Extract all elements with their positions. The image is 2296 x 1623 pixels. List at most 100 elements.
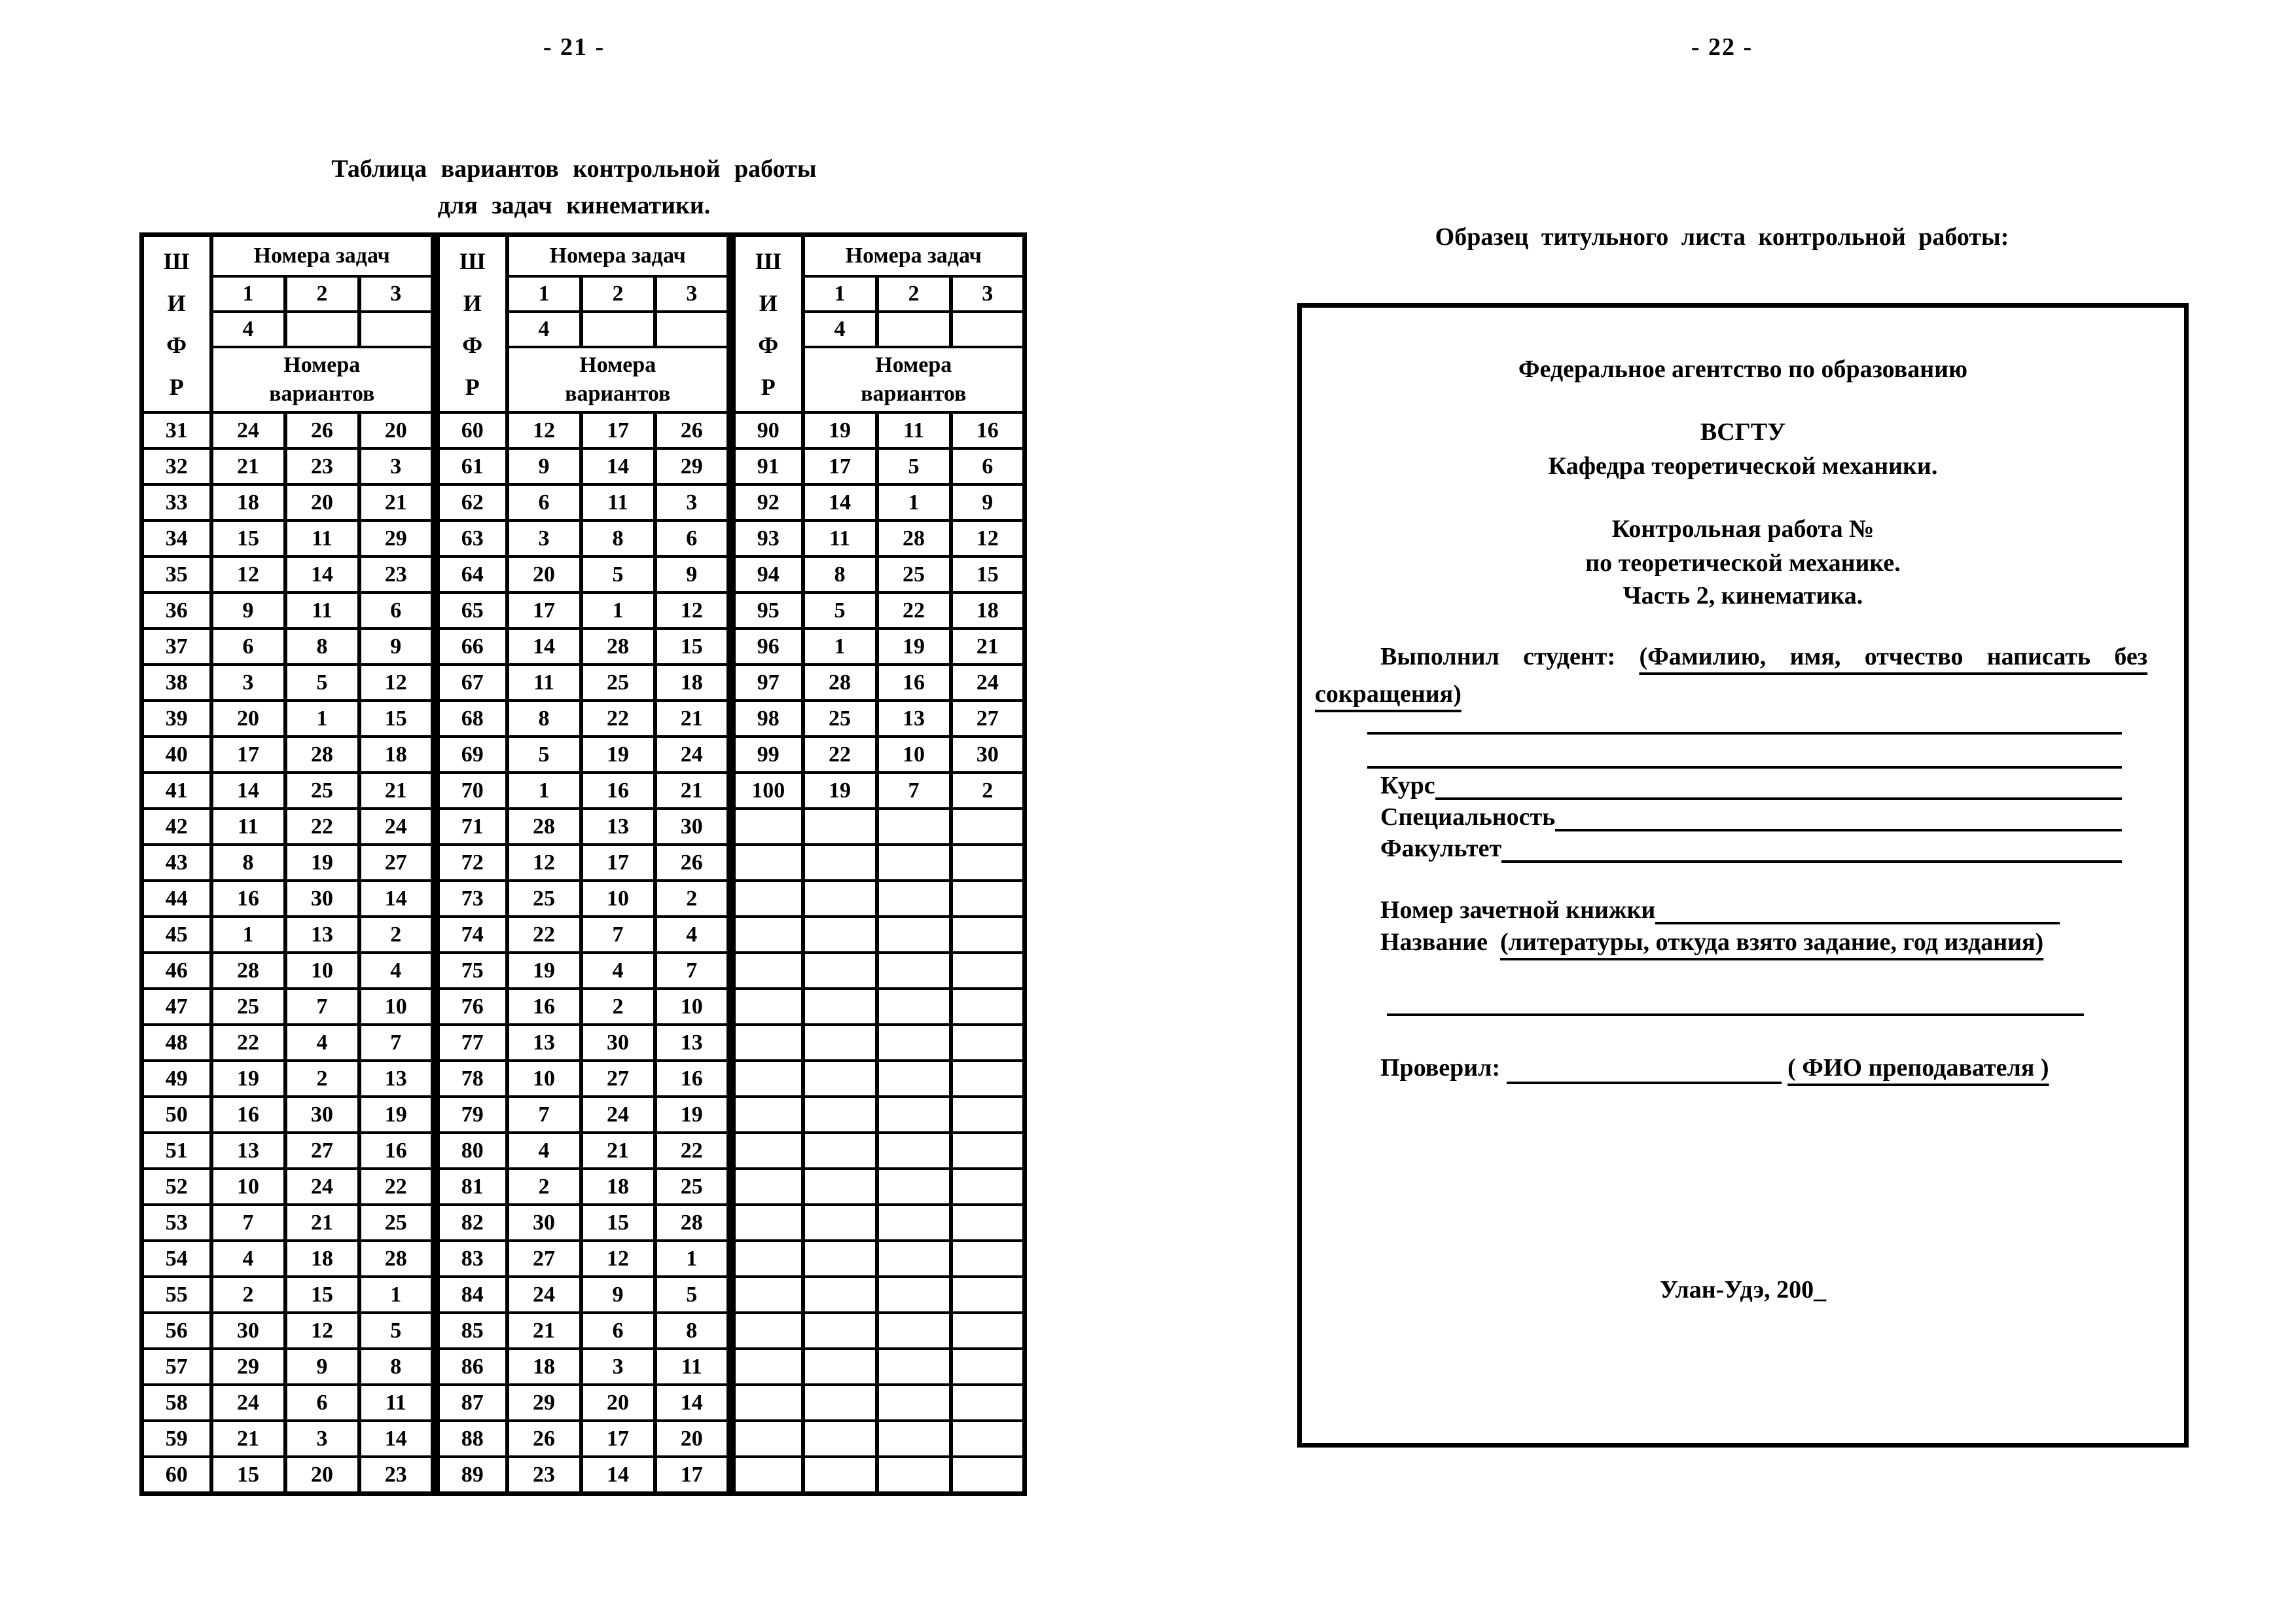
page-22: - 22 - Образец титульного листа контроль… xyxy=(1148,0,2296,1623)
variant-cell: 13 xyxy=(357,1059,435,1098)
variant-cell xyxy=(800,1383,879,1422)
variants-header-line1: Номера xyxy=(579,353,656,377)
variant-cell xyxy=(800,1131,879,1170)
table-row xyxy=(731,1419,1027,1458)
shifr-cell: 35 xyxy=(139,555,213,594)
table-row: 55 2 15 1 xyxy=(139,1275,435,1314)
variant-cell: 17 xyxy=(579,411,657,450)
table-row: 91 17 5 6 xyxy=(731,447,1027,486)
table-row: 85 21 6 8 xyxy=(435,1311,731,1350)
variant-cell xyxy=(874,1419,953,1458)
shifr-cell: 61 xyxy=(435,447,509,486)
table-row: 69 5 19 24 xyxy=(435,735,731,774)
variant-cell xyxy=(800,1455,879,1495)
variant-cell: 7 xyxy=(579,915,657,954)
variants-header-line2: вариантов xyxy=(269,382,375,406)
variant-cell: 17 xyxy=(505,591,583,630)
variant-cell: 20 xyxy=(357,411,435,450)
shifr-cell: 95 xyxy=(731,591,805,630)
table-row: 39 20 1 15 xyxy=(139,699,435,738)
page-21-number: - 21 - xyxy=(543,33,605,61)
variant-cell: 12 xyxy=(357,663,435,702)
variant-cell: 11 xyxy=(653,1347,731,1386)
shifr-cell: 56 xyxy=(139,1311,213,1350)
shifr-cell: 80 xyxy=(435,1131,509,1170)
variant-cell xyxy=(874,1059,953,1098)
variant-cell: 6 xyxy=(579,1311,657,1350)
task-number-3: 3 xyxy=(948,275,1027,313)
shifr-letter: И xyxy=(759,290,778,316)
variant-cell: 19 xyxy=(283,843,361,882)
variant-cell: 1 xyxy=(505,771,583,810)
shifr-cell: 99 xyxy=(731,735,805,774)
variant-cell xyxy=(948,1095,1027,1134)
shifr-cell: 74 xyxy=(435,915,509,954)
variant-cell: 27 xyxy=(579,1059,657,1098)
task-number-3: 3 xyxy=(653,275,731,313)
variant-cell: 17 xyxy=(579,843,657,882)
variant-cell: 13 xyxy=(874,699,953,738)
speciality-field: Специальность xyxy=(1380,801,2122,834)
variant-cell: 30 xyxy=(283,1095,361,1134)
variant-cell: 3 xyxy=(579,1347,657,1386)
shifr-cell: 83 xyxy=(435,1239,509,1278)
empty-header-cell xyxy=(948,310,1027,348)
variant-cell xyxy=(800,1347,879,1386)
variant-cell: 2 xyxy=(579,987,657,1026)
student-hint-2: сокращения) xyxy=(1315,680,1462,708)
table-title-line1: Таблица вариантов контрольной работы xyxy=(331,155,817,183)
variant-cell xyxy=(874,1023,953,1062)
agency-line: Федеральное агентство по образованию xyxy=(1518,356,1968,383)
variant-cell: 10 xyxy=(874,735,953,774)
variant-cell: 12 xyxy=(653,591,731,630)
variant-cell: 21 xyxy=(579,1131,657,1170)
variant-cell: 3 xyxy=(357,447,435,486)
table-row: 52 10 24 22 xyxy=(139,1167,435,1206)
table-row: 95 5 22 18 xyxy=(731,591,1027,630)
variant-cell: 25 xyxy=(874,555,953,594)
variant-cell xyxy=(948,1167,1027,1206)
variant-cell: 9 xyxy=(283,1347,361,1386)
variant-cell: 18 xyxy=(357,735,435,774)
variant-cell: 5 xyxy=(653,1275,731,1314)
variant-cell xyxy=(874,951,953,990)
variant-cell: 26 xyxy=(653,411,731,450)
variant-cell: 1 xyxy=(874,483,953,522)
shifr-cell xyxy=(731,1023,805,1062)
shifr-cell: 43 xyxy=(139,843,213,882)
table-row: 70 1 16 21 xyxy=(435,771,731,810)
variant-cell: 11 xyxy=(209,807,287,846)
variant-cell: 5 xyxy=(800,591,879,630)
variant-cell: 13 xyxy=(283,915,361,954)
variant-cell: 12 xyxy=(209,555,287,594)
variant-cell xyxy=(874,1275,953,1314)
variant-cell xyxy=(948,915,1027,954)
variant-cell: 15 xyxy=(209,1455,287,1495)
page-21: - 21 - Таблица вариантов контрольной раб… xyxy=(139,33,1027,1496)
variant-cell: 16 xyxy=(357,1131,435,1170)
shifr-cell: 36 xyxy=(139,591,213,630)
work-subject-line: по теоретической механике. xyxy=(1585,549,1901,577)
variant-cell: 30 xyxy=(579,1023,657,1062)
shifr-letter: Ш xyxy=(163,248,190,274)
table-row: 64 20 5 9 xyxy=(435,555,731,594)
shifr-cell: 58 xyxy=(139,1383,213,1422)
shifr-cell xyxy=(731,1167,805,1206)
variant-cell: 6 xyxy=(357,591,435,630)
variants-header-line1: Номера xyxy=(283,353,361,377)
variant-cell: 24 xyxy=(653,735,731,774)
variant-cell: 11 xyxy=(800,519,879,558)
shifr-cell: 47 xyxy=(139,987,213,1026)
variant-cell: 24 xyxy=(209,411,287,450)
variant-cell: 14 xyxy=(653,1383,731,1422)
variant-cell: 29 xyxy=(357,519,435,558)
table-row: 63 3 8 6 xyxy=(435,519,731,558)
variant-cell: 13 xyxy=(653,1023,731,1062)
variant-cell: 7 xyxy=(874,771,953,810)
table-row xyxy=(731,1203,1027,1242)
shifr-cell: 67 xyxy=(435,663,509,702)
variant-cell: 8 xyxy=(505,699,583,738)
variant-cell: 22 xyxy=(283,807,361,846)
shifr-cell: 89 xyxy=(435,1455,509,1495)
variant-cell: 14 xyxy=(505,627,583,666)
